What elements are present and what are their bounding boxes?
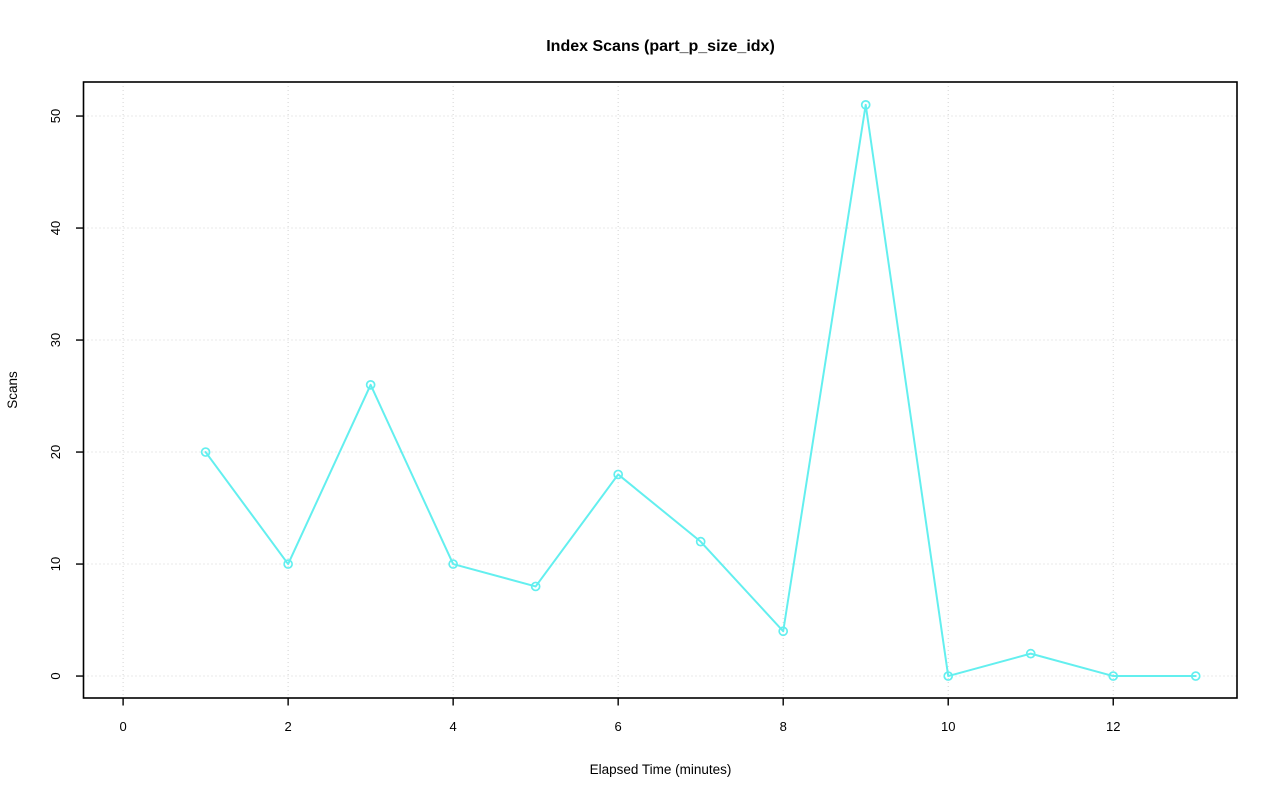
x-tick-label: 4 bbox=[450, 719, 457, 734]
y-tick-label: 10 bbox=[48, 557, 63, 571]
y-tick-label: 50 bbox=[48, 109, 63, 123]
x-tick-label: 10 bbox=[941, 719, 955, 734]
data-point bbox=[1108, 671, 1119, 681]
data-point bbox=[530, 581, 541, 592]
data-point bbox=[778, 626, 789, 637]
data-point bbox=[365, 379, 376, 390]
data-point bbox=[200, 447, 211, 457]
x-tick-label: 12 bbox=[1106, 719, 1120, 734]
data-point bbox=[943, 671, 954, 681]
data-point bbox=[1025, 648, 1036, 659]
x-tick-label: 8 bbox=[780, 719, 787, 734]
data-point bbox=[1190, 671, 1201, 681]
x-tick-label: 0 bbox=[119, 719, 126, 734]
y-axis-label: Scans bbox=[5, 371, 20, 409]
y-tick-label: 0 bbox=[48, 672, 63, 679]
data-line bbox=[204, 103, 1197, 678]
data-point bbox=[283, 559, 293, 569]
chart-title: Index Scans (part_p_size_idx) bbox=[546, 38, 775, 55]
plot-border bbox=[82, 81, 1238, 699]
data-point bbox=[448, 559, 458, 569]
y-tick-label: 30 bbox=[48, 333, 63, 347]
y-tick-label: 20 bbox=[48, 445, 63, 459]
x-tick-label: 2 bbox=[285, 719, 292, 734]
data-point bbox=[860, 99, 871, 110]
data-point bbox=[695, 536, 706, 547]
data-point bbox=[613, 469, 624, 480]
x-axis-label: Elapsed Time (minutes) bbox=[589, 762, 732, 777]
x-tick-label: 6 bbox=[615, 719, 622, 734]
y-tick-label: 40 bbox=[48, 221, 63, 235]
